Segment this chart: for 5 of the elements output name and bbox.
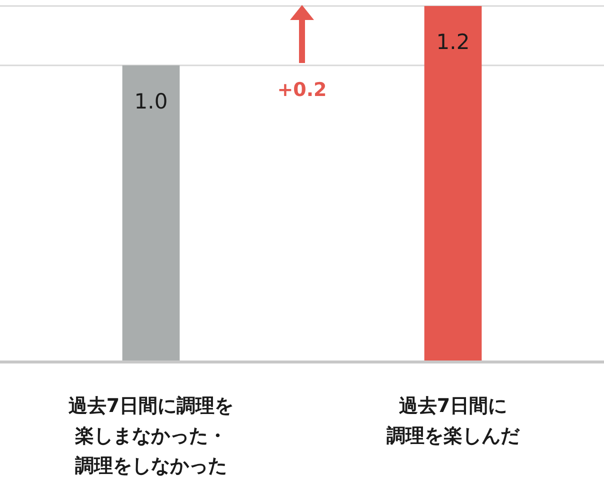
data-label: 1.0 [134, 89, 168, 114]
data-label: 1.2 [436, 30, 470, 54]
annotation: +0.2 [277, 79, 327, 101]
x-tick-label: 過去7日間に調理を楽しまなかった・調理をしなかった [67, 395, 234, 477]
x-tick-label: 過去7日間に調理を楽しんだ [386, 395, 520, 447]
